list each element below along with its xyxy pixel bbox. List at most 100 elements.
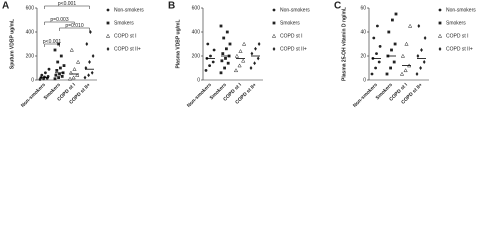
dot	[105, 33, 111, 38]
dot	[87, 73, 90, 78]
dot	[59, 66, 62, 70]
significance-label: p=0.010	[65, 23, 83, 29]
dot	[416, 54, 420, 58]
dot	[222, 36, 226, 40]
dot	[89, 30, 92, 34]
dot	[204, 69, 208, 72]
dot	[60, 75, 64, 78]
dot	[225, 47, 228, 51]
dot	[237, 63, 242, 68]
y-tick-label: 200	[192, 53, 201, 59]
y-tick-label: 0	[31, 77, 34, 83]
dot	[44, 71, 47, 75]
dot	[206, 42, 210, 46]
dot	[40, 73, 44, 77]
panel-label: A	[2, 1, 9, 12]
y-tick-label: 0	[197, 77, 200, 83]
dot	[69, 47, 74, 52]
dot	[272, 21, 276, 25]
dot	[407, 23, 413, 28]
legend-label: COPD st I	[280, 33, 303, 39]
dot	[254, 46, 257, 51]
y-axis-label: Plasma 25-OH vitamin D ng/mL	[341, 7, 347, 81]
dot	[417, 24, 421, 28]
dot	[46, 75, 50, 78]
dot	[83, 75, 87, 80]
dot	[374, 66, 377, 70]
dot	[208, 64, 212, 67]
dot	[389, 66, 392, 70]
dot	[226, 61, 230, 65]
y-axis-label: Plasma VDBP ug/mL	[175, 19, 181, 68]
dot	[438, 47, 442, 51]
dot	[57, 76, 60, 79]
dot	[404, 41, 409, 46]
dot	[223, 66, 226, 70]
significance-label: p<0.001	[58, 1, 76, 7]
dot	[257, 42, 261, 46]
dot	[250, 51, 254, 56]
dot	[219, 71, 223, 75]
dot	[209, 54, 212, 58]
y-tick-label: 600	[192, 5, 201, 11]
dot	[253, 61, 256, 66]
significance-label: p<0.001	[43, 39, 61, 45]
dot	[88, 60, 91, 64]
dot	[438, 21, 442, 25]
significance-bracket	[44, 5, 90, 9]
dot	[438, 8, 442, 12]
legend-label: Non-smokers	[280, 7, 310, 13]
legend-label: COPD st I	[114, 33, 137, 39]
dot	[234, 53, 240, 58]
dot	[370, 72, 374, 76]
dot	[85, 42, 89, 46]
legend-label: Non-smokers	[114, 7, 144, 13]
dot	[90, 70, 94, 75]
dot	[75, 59, 81, 64]
dot	[394, 12, 398, 16]
dot	[271, 33, 277, 38]
y-axis-label: Sputum VDBP ug/mL	[9, 19, 15, 69]
dot	[106, 21, 110, 25]
dot	[241, 41, 247, 46]
y-tick-label: 200	[26, 53, 35, 59]
dot	[256, 56, 260, 61]
dot	[390, 48, 393, 52]
legend-label: Smokers	[280, 20, 300, 26]
dot	[75, 72, 80, 77]
dot	[211, 60, 215, 64]
significance-label: p=0.003	[50, 17, 68, 23]
legend-label: COPD st II+	[446, 46, 473, 52]
dot	[220, 59, 224, 63]
panel-label: B	[168, 1, 175, 12]
dot	[228, 42, 232, 46]
dot	[241, 58, 246, 63]
dot	[420, 48, 423, 52]
legend-label: COPD st II+	[280, 46, 307, 52]
dot	[377, 60, 381, 64]
dot	[56, 60, 60, 64]
dot	[403, 68, 408, 73]
dot	[387, 30, 391, 34]
dot	[375, 52, 378, 55]
dot	[238, 48, 243, 53]
y-tick-label: 20	[360, 53, 366, 59]
y-tick-label: 400	[26, 29, 35, 35]
dot	[415, 72, 419, 76]
dot	[212, 48, 216, 52]
dot	[385, 72, 389, 76]
dot	[219, 24, 223, 28]
dot	[106, 47, 110, 51]
legend-label: COPD st I	[446, 33, 469, 39]
y-tick-label: 400	[192, 29, 201, 35]
dot	[225, 30, 229, 34]
legend-label: Smokers	[114, 20, 134, 26]
dot	[391, 18, 394, 22]
dot	[419, 66, 422, 70]
dot	[72, 66, 77, 71]
legend-label: Non-smokers	[446, 7, 476, 13]
significance-bracket	[44, 21, 75, 25]
y-tick-label: 60	[360, 5, 366, 11]
y-tick-label: 0	[363, 77, 366, 83]
dot	[84, 66, 88, 70]
